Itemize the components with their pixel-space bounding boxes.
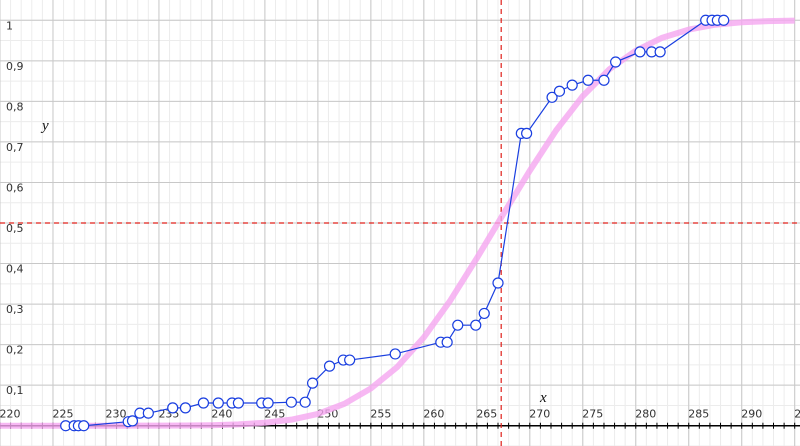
data-point (610, 56, 622, 68)
data-point (126, 415, 139, 427)
x-tick-label: 285 (688, 408, 709, 421)
y-tick-label: 0,5 (6, 222, 24, 235)
x-tick-label: 220 (0, 408, 21, 421)
x-tick-label: 280 (635, 408, 656, 421)
data-point (344, 354, 356, 366)
data-point (566, 79, 578, 91)
data-point (389, 348, 401, 360)
x-tick-label: 265 (476, 408, 497, 421)
data-point (478, 307, 490, 320)
y-tick-label: 0,1 (6, 384, 24, 397)
y-axis-label: y (40, 118, 49, 134)
y-tick-label: 0,4 (6, 263, 24, 276)
y-tick-label: 0,9 (6, 60, 24, 73)
data-point (299, 396, 311, 408)
data-point (470, 319, 482, 331)
data-point (78, 420, 90, 432)
data-point (452, 319, 464, 331)
x-tick-label: 245 (264, 408, 285, 421)
x-tick-label: 255 (370, 408, 391, 421)
data-point (492, 277, 504, 289)
data-point (285, 396, 297, 408)
y-tick-label: 0,6 (6, 181, 24, 194)
data-point (521, 127, 533, 139)
y-tick-label: 0,8 (6, 100, 24, 113)
x-tick-label: 225 (52, 408, 73, 421)
data-point (197, 397, 210, 409)
data-point (718, 14, 730, 26)
data-point (582, 74, 594, 86)
y-tick-label: 1 (6, 19, 13, 32)
y-tick-label: 0,2 (6, 344, 24, 357)
x-tick-label: 270 (529, 408, 550, 421)
data-point (634, 46, 646, 58)
x-tick-label: 295 (794, 408, 800, 421)
x-tick-label: 230 (105, 408, 126, 421)
data-point (306, 377, 319, 389)
data-point (262, 397, 274, 409)
data-point (179, 402, 192, 414)
x-axis-label: x (539, 390, 547, 406)
data-point (546, 91, 558, 103)
x-tick-label: 240 (211, 408, 232, 421)
data-point (598, 74, 610, 86)
data-point (553, 85, 566, 97)
x-tick-label: 260 (423, 408, 444, 421)
data-point (654, 46, 666, 58)
data-point (167, 402, 179, 414)
y-tick-label: 0,7 (6, 141, 24, 154)
data-point (232, 397, 245, 409)
x-tick-label: 290 (741, 408, 762, 421)
data-point (323, 360, 336, 372)
y-tick-label: 0,3 (6, 303, 24, 316)
data-point (212, 397, 224, 409)
x-tick-label: 275 (582, 408, 603, 421)
data-point (441, 336, 453, 348)
data-point (142, 407, 154, 419)
